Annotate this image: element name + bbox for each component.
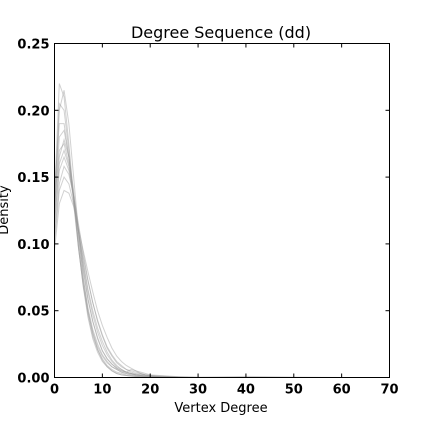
y-tick-label: 0.15 [17, 171, 49, 186]
y-tick-label: 0.25 [17, 38, 49, 53]
y-axis-label: Density [0, 185, 12, 235]
x-tick-label: 70 [380, 383, 398, 398]
chart-title: Degree Sequence (dd) [131, 23, 311, 42]
x-tick-label: 60 [333, 383, 351, 398]
y-tick-label: 0.10 [17, 238, 49, 253]
y-tick-label: 0.05 [17, 305, 49, 320]
x-axis-label: Vertex Degree [174, 401, 267, 416]
x-tick-label: 0 [50, 383, 59, 398]
x-tick-label: 10 [93, 383, 111, 398]
y-tick-label: 0.20 [17, 104, 49, 119]
x-tick-label: 30 [189, 383, 207, 398]
x-tick-label: 20 [141, 383, 159, 398]
x-tick-label: 50 [285, 383, 303, 398]
y-tick-label: 0.00 [17, 372, 49, 387]
x-tick-label: 40 [237, 383, 255, 398]
